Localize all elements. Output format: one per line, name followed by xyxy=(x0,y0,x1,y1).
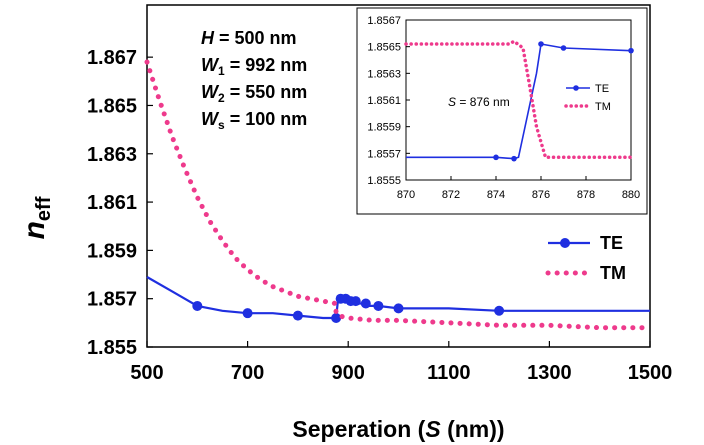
x-tick-label: 1300 xyxy=(527,362,572,384)
x-axis-label: Seperation (S (nm)) xyxy=(292,416,504,442)
inset-data-point-te xyxy=(628,47,634,54)
y-tick-label: 1.857 xyxy=(87,289,137,311)
inset-annotation: S = 876 nm xyxy=(448,95,510,109)
inset-y-tick-label: 1.8561 xyxy=(367,95,401,107)
inset-y-tick-label: 1.8565 xyxy=(367,42,401,54)
x-tick-label: 1500 xyxy=(628,362,673,384)
inset-series-line-tm xyxy=(404,39,633,160)
data-point-te xyxy=(360,298,371,309)
y-axis-label: neff xyxy=(18,196,55,239)
inset-legend-label-tm: TM xyxy=(595,101,611,113)
main-chart: 1.855 1.857 1.859 1.861 1.863 1.865 1.867 500 70… xyxy=(18,4,673,442)
y-tick-label: 1.855 xyxy=(87,337,137,359)
inset-x-tick-label: 872 xyxy=(442,189,460,201)
y-tick-label: 1.863 xyxy=(87,144,137,166)
data-point-te xyxy=(350,296,361,307)
data-point-te xyxy=(373,300,384,311)
parameter-annotation: Ws = 100 nm xyxy=(201,109,307,132)
y-tick-label: 1.867 xyxy=(87,47,137,69)
inset-series-line-te xyxy=(406,43,632,160)
inset-x-tick-label: 880 xyxy=(622,189,640,201)
series-line-tm xyxy=(144,59,653,331)
inset-legend-marker xyxy=(573,85,579,91)
inset-y-tick-label: 1.8555 xyxy=(367,175,401,187)
y-tick-label: 1.859 xyxy=(87,240,137,262)
inset-x-tick-label: 874 xyxy=(487,189,505,201)
inset-data-point-te xyxy=(560,45,567,51)
inset-x-tick-label: 878 xyxy=(577,189,595,201)
y-tick-label: 1.861 xyxy=(87,192,137,214)
x-tick-label: 500 xyxy=(130,362,163,384)
inset-y-tick-label: 1.8557 xyxy=(367,148,401,160)
y-tick-label: 1.865 xyxy=(87,95,137,117)
data-point-te xyxy=(292,310,303,321)
parameter-annotation: W1 = 992 nm xyxy=(201,55,307,78)
data-point-te xyxy=(494,305,505,316)
inset-data-point-te xyxy=(511,155,517,162)
legend-label-tm: TM xyxy=(600,263,626,283)
data-point-te xyxy=(242,308,253,319)
inset-y-tick-label: 1.8559 xyxy=(367,122,401,134)
inset-data-point-te xyxy=(493,154,499,161)
inset-chart: 1.8555 1.8557 1.8559 1.8561 1.8563 1.8565 1.85… xyxy=(356,7,648,215)
x-tick-label: 1100 xyxy=(427,362,470,384)
inset-y-tick-label: 1.8567 xyxy=(367,15,401,27)
inset-legend-label-te: TE xyxy=(595,83,609,95)
x-tick-label: 900 xyxy=(332,362,365,384)
inset-x-tick-label: 870 xyxy=(397,189,415,201)
legend-marker xyxy=(560,238,570,248)
inset-data-point-te xyxy=(538,41,544,47)
data-point-te xyxy=(393,303,404,314)
data-point-te xyxy=(192,300,203,311)
inset-y-tick-label: 1.8563 xyxy=(367,68,401,80)
legend-label-te: TE xyxy=(600,233,623,253)
inset-x-tick-label: 876 xyxy=(532,189,550,201)
parameter-annotation: W2 = 550 nm xyxy=(201,82,307,105)
parameter-annotation: H = 500 nm xyxy=(201,28,297,48)
x-tick-label: 700 xyxy=(231,362,264,384)
data-point-te xyxy=(331,313,342,324)
main-plot-frame xyxy=(146,4,651,348)
